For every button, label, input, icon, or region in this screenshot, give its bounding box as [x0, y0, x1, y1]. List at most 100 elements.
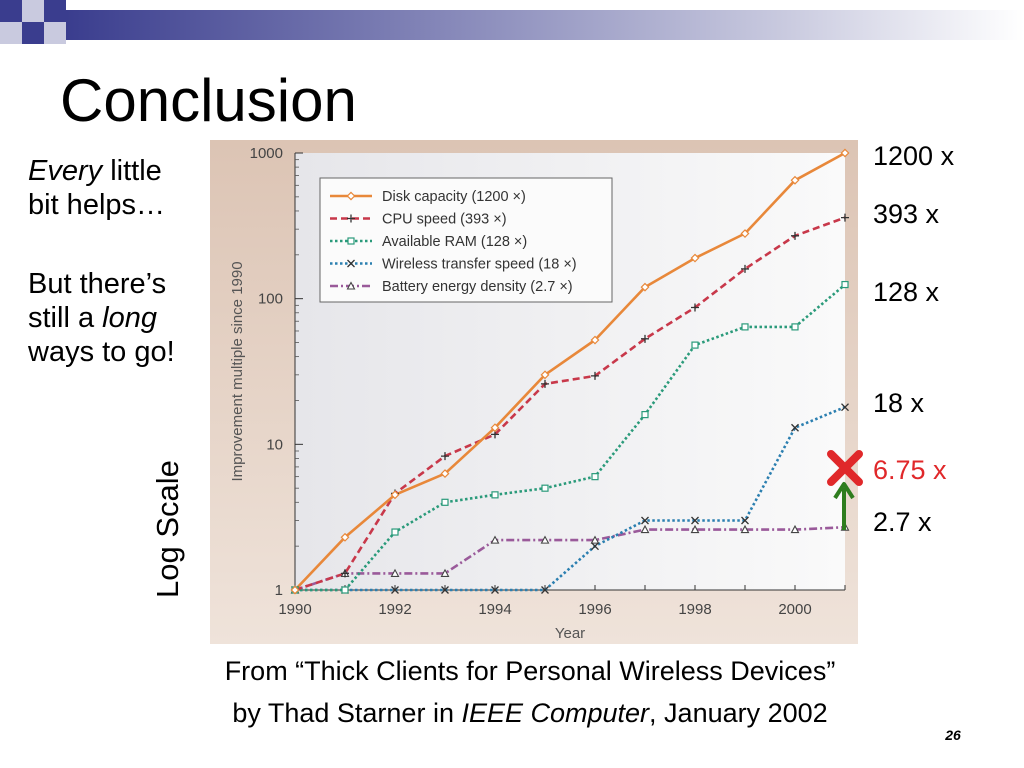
caption-text: , January 2002 [649, 698, 828, 728]
caption-text: by Thad Starner in [232, 698, 462, 728]
data-point [491, 491, 499, 499]
x-tick-label: 1992 [378, 601, 411, 618]
legend-label: Disk capacity (1200 ×) [382, 189, 526, 205]
chart-svg: 1 10 100 1000 1990 1992 1994 1996 1998 2000 Year Im… [210, 140, 858, 644]
data-point [441, 586, 449, 594]
side-note-line: bit helps… [28, 189, 166, 221]
deco-square [44, 22, 66, 44]
data-point [491, 586, 499, 594]
data-point [790, 524, 800, 534]
data-point [590, 335, 600, 345]
x-tick-label: 1996 [578, 601, 611, 618]
deco-square [0, 0, 22, 22]
caption-line: From “Thick Clients for Personal Wireles… [224, 656, 836, 686]
deco-square [22, 22, 44, 44]
data-point [841, 280, 849, 289]
data-point [790, 175, 800, 185]
deco-square [44, 0, 66, 22]
side-note-italic: Every [28, 155, 103, 187]
data-point [390, 568, 400, 577]
data-point [841, 403, 849, 412]
legend-label: Wireless transfer speed (18 ×) [382, 257, 577, 273]
x-axis-title: Year [555, 625, 585, 642]
data-point [591, 371, 599, 380]
data-point [640, 524, 650, 534]
data-point [741, 516, 749, 525]
series-line [295, 283, 846, 592]
data-point [441, 498, 449, 506]
data-point [740, 524, 750, 534]
data-point [541, 484, 549, 492]
legend-marker [346, 281, 356, 290]
data-point [641, 516, 649, 525]
x-tick-label: 1994 [478, 601, 511, 618]
data-point [441, 452, 449, 461]
data-point [691, 303, 699, 312]
legend-label: CPU speed (393 ×) [382, 212, 507, 228]
x-mark-icon [827, 450, 863, 486]
data-point [590, 535, 600, 544]
data-point [640, 282, 650, 292]
data-point [341, 569, 349, 578]
page-number: 26 [945, 727, 961, 743]
data-point [740, 229, 750, 238]
data-point [540, 535, 550, 544]
legend-marker [347, 259, 355, 268]
caption-line: by Thad Starner in IEEE Computer, Januar… [110, 696, 950, 730]
data-point [691, 516, 699, 525]
multiplier-label: 393 x [873, 199, 940, 229]
legend-marker [347, 237, 355, 245]
legend-box [319, 177, 613, 303]
series-line [295, 405, 846, 592]
legend-label: Available RAM (128 ×) [382, 234, 527, 250]
multiplier-label: 128 x [873, 277, 940, 307]
side-note-line: ways to go! [28, 336, 175, 368]
legend-marker [347, 214, 355, 223]
title-decoration [0, 0, 1024, 44]
side-note-text: still a [28, 302, 103, 334]
up-arrow-icon [833, 482, 855, 530]
multiplier-label: 2.7 x [873, 507, 932, 537]
side-note-italic: long [102, 302, 157, 334]
data-point [690, 524, 700, 534]
data-point [490, 535, 500, 544]
multiplier-label: 6.75 x [873, 455, 947, 485]
data-point [541, 586, 549, 594]
data-point [391, 528, 399, 536]
side-note-text: little [102, 155, 162, 187]
side-note-1: Every little bit helps… [28, 154, 165, 222]
data-point [591, 542, 599, 551]
side-note-line: But there’s [28, 268, 167, 300]
data-point [741, 323, 749, 331]
data-point [490, 423, 500, 433]
y-tick-label: 1000 [250, 145, 283, 162]
data-point [690, 253, 700, 263]
data-point [841, 213, 849, 222]
deco-square [0, 22, 22, 44]
title-bar-gradient [66, 10, 1024, 40]
multiplier-label: 18 x [873, 388, 925, 418]
multiplier-label: 1200 x [873, 141, 955, 171]
data-point [340, 532, 350, 542]
y-axis-title: Improvement multiple since 1990 [229, 261, 246, 481]
side-note-line: Every little [28, 154, 165, 188]
data-point [541, 379, 549, 388]
data-point [290, 585, 300, 595]
y-tick-label: 10 [266, 436, 283, 453]
deco-square [22, 0, 44, 22]
side-note-2: But there’s still a long ways to go! [28, 267, 175, 369]
data-point [440, 469, 450, 479]
data-point [691, 341, 699, 349]
chart: 1 10 100 1000 1990 1992 1994 1996 1998 2000 Year Im… [210, 140, 858, 644]
data-point [840, 148, 850, 158]
caption-italic: IEEE Computer [461, 698, 650, 728]
y-tick-label: 100 [258, 291, 283, 308]
data-point [440, 568, 450, 577]
legend-label: Battery energy density (2.7 ×) [382, 279, 573, 295]
data-point [641, 334, 649, 343]
series-line [294, 151, 846, 591]
data-point [641, 410, 649, 419]
log-scale-label: Log Scale [150, 460, 185, 598]
y-tick-label: 1 [275, 582, 283, 599]
data-point [341, 586, 349, 594]
